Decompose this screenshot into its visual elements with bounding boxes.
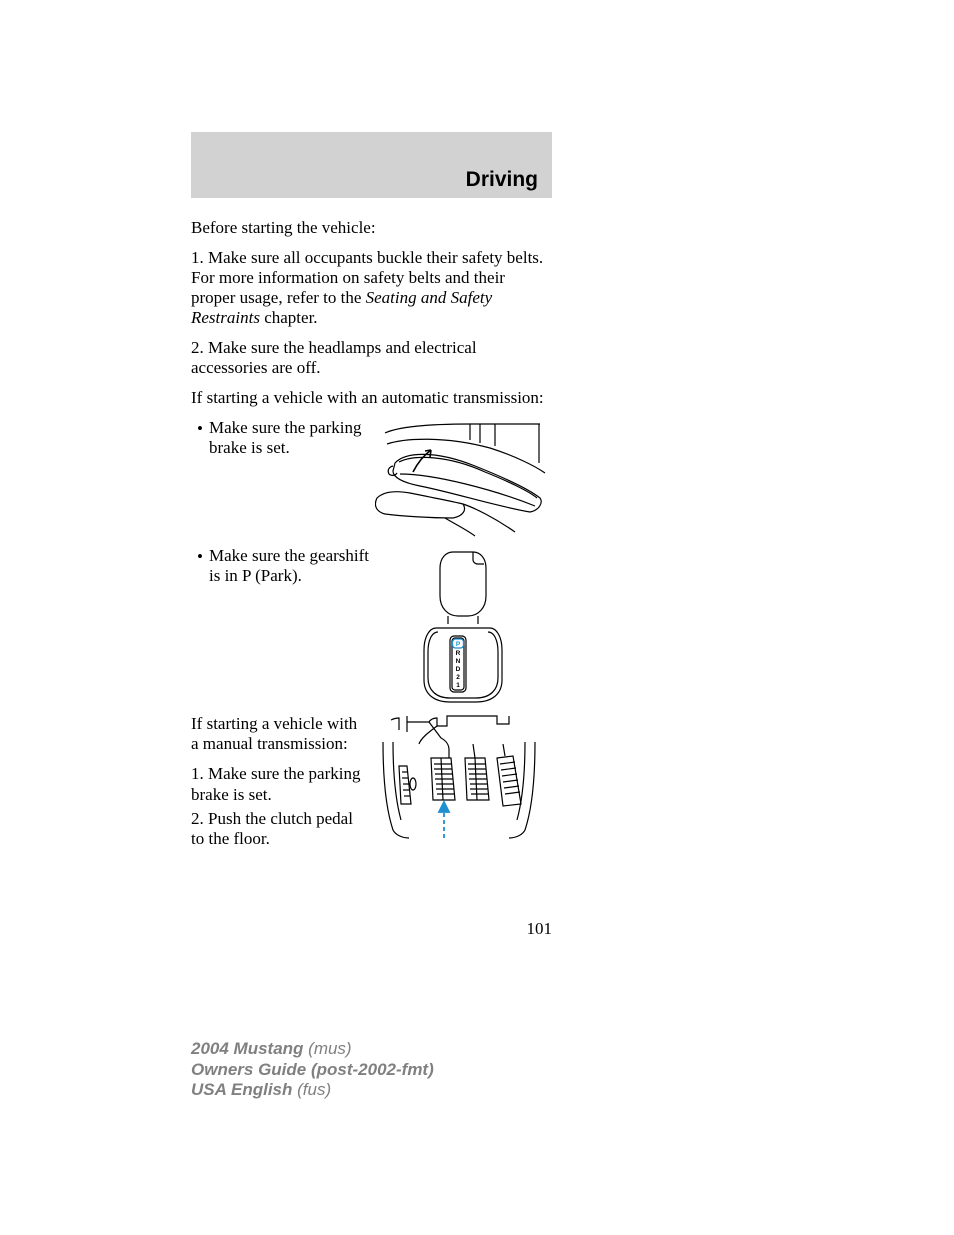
gearshift-diagram: P R N D 2 1 bbox=[408, 546, 518, 706]
bullet-dot-icon: • bbox=[191, 546, 209, 586]
footer-model: 2004 Mustang bbox=[191, 1039, 308, 1058]
gear-label-d: D bbox=[455, 666, 460, 673]
step-1-post: chapter. bbox=[260, 308, 318, 327]
gear-label-1: 1 bbox=[456, 682, 460, 689]
manual-intro: If starting a vehicle with a manual tran… bbox=[191, 714, 366, 754]
step-1: 1. Make sure all occupants buckle their … bbox=[191, 248, 552, 328]
bullet-dot-icon: • bbox=[191, 418, 209, 458]
manual-step-1: 1. Make sure the parking brake is set. bbox=[191, 764, 366, 804]
bullet-gearshift: • Make sure the gearshift is in P (Park)… bbox=[191, 546, 552, 706]
footer-guide: Owners Guide (post-2002-fmt) bbox=[191, 1060, 434, 1079]
footer-lang-code: (fus) bbox=[297, 1080, 331, 1099]
footer-line-1: 2004 Mustang (mus) bbox=[191, 1039, 434, 1060]
bullet-parking-brake: • Make sure the parking brake is set. bbox=[191, 418, 552, 538]
automatic-intro: If starting a vehicle with an automatic … bbox=[191, 388, 552, 408]
chapter-title: Driving bbox=[466, 168, 538, 192]
footer-line-3: USA English (fus) bbox=[191, 1080, 434, 1101]
step-2: 2. Make sure the headlamps and electrica… bbox=[191, 338, 552, 378]
chapter-header-band: Driving bbox=[191, 132, 552, 198]
bullet-1-text: Make sure the parking brake is set. bbox=[209, 418, 373, 458]
footer-lang: USA English bbox=[191, 1080, 297, 1099]
footer-model-code: (mus) bbox=[308, 1039, 351, 1058]
gear-label-p: P bbox=[455, 641, 460, 648]
manual-step-2: 2. Push the clutch pedal to the floor. bbox=[191, 809, 366, 849]
document-footer: 2004 Mustang (mus) Owners Guide (post-20… bbox=[191, 1039, 434, 1101]
page-content: Before starting the vehicle: 1. Make sur… bbox=[191, 218, 552, 859]
footer-line-2: Owners Guide (post-2002-fmt) bbox=[191, 1060, 434, 1081]
bullet-2-text: Make sure the gearshift is in P (Park). bbox=[209, 546, 373, 586]
manual-transmission-section: If starting a vehicle with a manual tran… bbox=[191, 714, 552, 858]
gear-label-r: R bbox=[455, 650, 460, 657]
parking-brake-diagram bbox=[375, 418, 550, 538]
clutch-pedal-diagram bbox=[369, 714, 549, 844]
gear-label-2: 2 bbox=[456, 674, 460, 681]
page-number: 101 bbox=[191, 919, 552, 939]
gear-label-n: N bbox=[455, 658, 460, 665]
intro-text: Before starting the vehicle: bbox=[191, 218, 552, 238]
